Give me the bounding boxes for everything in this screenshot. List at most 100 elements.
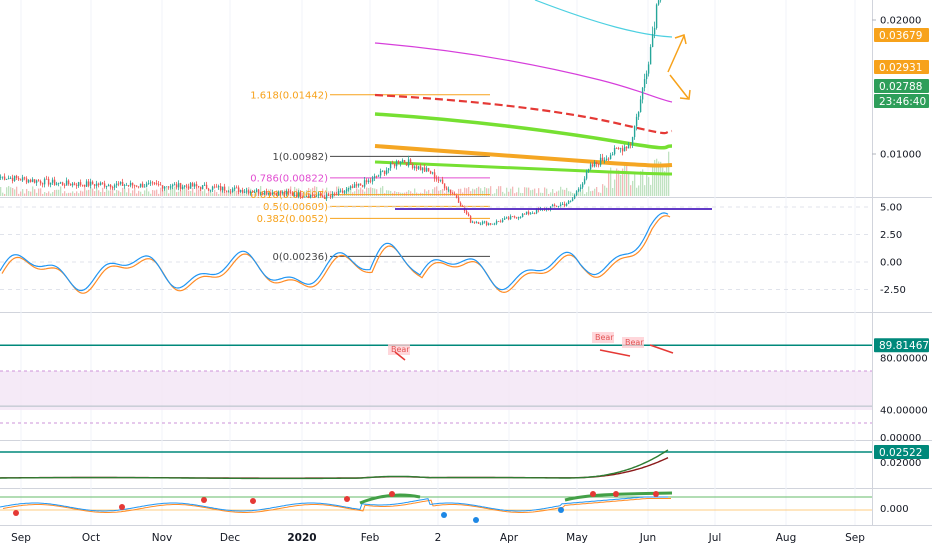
volume-bar: [396, 191, 398, 196]
volume-bar: [492, 193, 494, 196]
candle-body: [421, 167, 424, 171]
volume-bar: [472, 188, 474, 196]
candle-body: [499, 221, 502, 223]
ema-orange-line: [374, 144, 673, 168]
candlesticks[interactable]: [0, 0, 669, 227]
volume-bar: [26, 188, 28, 196]
candle-body: [27, 179, 30, 183]
fibonacci-levels[interactable]: 4.618(0.03678)3.618(0.02933)2.618(0.0218…: [0, 0, 932, 263]
volume-bar: [446, 186, 448, 196]
candle-body: [419, 166, 422, 171]
volume-bar: [236, 190, 238, 196]
sell-signal-dot: [344, 496, 350, 502]
candle-body: [197, 186, 200, 187]
macd-tag: [874, 445, 929, 459]
candle-body: [0, 176, 2, 178]
price-panel[interactable]: 4.618(0.03678)3.618(0.02933)2.618(0.0218…: [0, 0, 932, 263]
volume-bar: [32, 186, 34, 196]
volume-bar: [426, 191, 428, 196]
sell-signal-dot: [389, 491, 395, 497]
volume-bar: [494, 193, 496, 196]
candle-body: [271, 192, 274, 195]
cycle-panel[interactable]: 0.000: [0, 491, 909, 523]
candle-body: [129, 182, 132, 186]
volume-bar: [548, 193, 550, 196]
candle-body: [275, 193, 278, 196]
candle-body: [143, 186, 146, 188]
candle-body: [595, 162, 598, 164]
candle-body: [533, 213, 536, 214]
candle-body: [379, 171, 382, 176]
candle-body: [71, 183, 74, 186]
candle-body: [639, 99, 642, 113]
candle-body: [357, 183, 360, 186]
volume-bar: [506, 187, 508, 196]
candle-body: [209, 189, 212, 191]
candle-body: [441, 179, 444, 184]
candle-body: [309, 194, 312, 198]
candle-body: [41, 183, 44, 185]
candle-body: [625, 146, 628, 149]
candle-body: [217, 186, 220, 188]
volume-bar: [448, 189, 450, 196]
candle-body: [111, 187, 114, 188]
volume-bar: [58, 189, 60, 196]
volume-bar: [100, 191, 102, 196]
time-axis-label: Sep: [845, 532, 865, 544]
volume-bar: [526, 187, 528, 196]
candle-body: [169, 186, 172, 188]
candle-body: [107, 184, 110, 187]
volume-bar: [628, 173, 630, 196]
candle-body: [583, 178, 586, 184]
volume-bar: [2, 192, 4, 196]
candle-body: [281, 191, 284, 194]
candle-body: [477, 222, 480, 224]
candle-body: [59, 182, 62, 184]
candle-body: [307, 196, 310, 198]
candle-body: [445, 188, 448, 190]
time-axis[interactable]: Sep Oct Nov Dec 2020 Feb 2 Apr May Jun Jul Aug Sep: [11, 532, 865, 544]
candle-body: [523, 213, 526, 215]
candle-body: [47, 178, 50, 185]
candle-body: [57, 182, 60, 184]
candle-body: [25, 178, 28, 183]
volume-bar: [638, 185, 640, 196]
candle-body: [3, 176, 6, 180]
candle-body: [125, 184, 128, 186]
volume-bar: [364, 191, 366, 196]
candle-body: [283, 191, 286, 195]
candle-body: [173, 184, 176, 186]
volume-bar: [162, 190, 164, 196]
oscillator-panel[interactable]: 5.00 2.50 0.00 -2.50: [0, 203, 906, 297]
volume-bar: [476, 187, 478, 196]
rsi-panel[interactable]: Bear Bear Bear 80.00000 40.00000 89.81467: [0, 332, 929, 424]
volume-bar: [640, 171, 642, 196]
candle-body: [381, 170, 384, 172]
cycle-main-line: [0, 496, 668, 512]
volume-bar: [356, 188, 358, 196]
candle-body: [229, 191, 232, 193]
volume-bar: [512, 186, 514, 196]
candle-body: [305, 196, 308, 197]
volume-bar: [642, 169, 644, 196]
candle-body: [339, 190, 342, 192]
volume-bar: [252, 193, 254, 196]
candle-body: [413, 166, 416, 169]
candle-body: [215, 186, 218, 188]
candle-body: [19, 179, 22, 181]
candle-body: [369, 180, 372, 182]
volume-bar: [398, 192, 400, 196]
sell-signal-dot: [201, 497, 207, 503]
ema-red-line: [374, 93, 673, 135]
volume-bar: [126, 192, 128, 196]
candle-body: [177, 183, 180, 188]
volume-bar: [658, 161, 660, 196]
candle-body: [49, 182, 52, 185]
candle-body: [467, 213, 470, 216]
candle-body: [73, 183, 76, 185]
volume-bar: [274, 191, 276, 196]
candle-body: [117, 183, 120, 185]
